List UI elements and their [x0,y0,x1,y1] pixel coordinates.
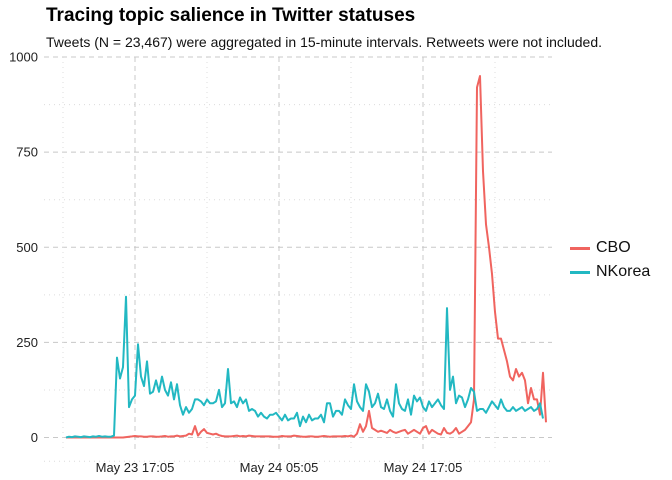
legend-label-nkorea: NKorea [596,263,651,280]
y-tick-label: 1000 [9,50,38,65]
legend-swatch-nkorea [570,270,590,274]
x-tick-label: May 24 17:05 [384,460,463,475]
x-axis: May 23 17:05 May 24 05:05 May 24 17:05 [96,460,463,475]
series-line-nkorea [65,295,544,439]
x-tick-label: May 24 05:05 [240,460,319,475]
legend-label-cbo: CBO [596,239,631,256]
legend: CBO NKorea [570,236,650,284]
chart-title: Tracing topic salience in Twitter status… [46,5,416,26]
legend-item-cbo: CBO [570,236,650,260]
chart-subtitle: Tweets (N = 23,467) were aggregated in 1… [46,34,603,50]
y-tick-label: 250 [16,335,38,350]
series-line-cbo [66,75,547,439]
y-tick-label: 500 [16,240,38,255]
y-tick-label: 750 [16,145,38,160]
series-lines [65,75,547,439]
y-axis: 0 250 500 750 1000 [9,50,38,446]
y-tick-label: 0 [31,430,38,445]
legend-item-nkorea: NKorea [570,260,650,284]
x-tick-label: May 23 17:05 [96,460,175,475]
legend-swatch-cbo [570,246,590,250]
